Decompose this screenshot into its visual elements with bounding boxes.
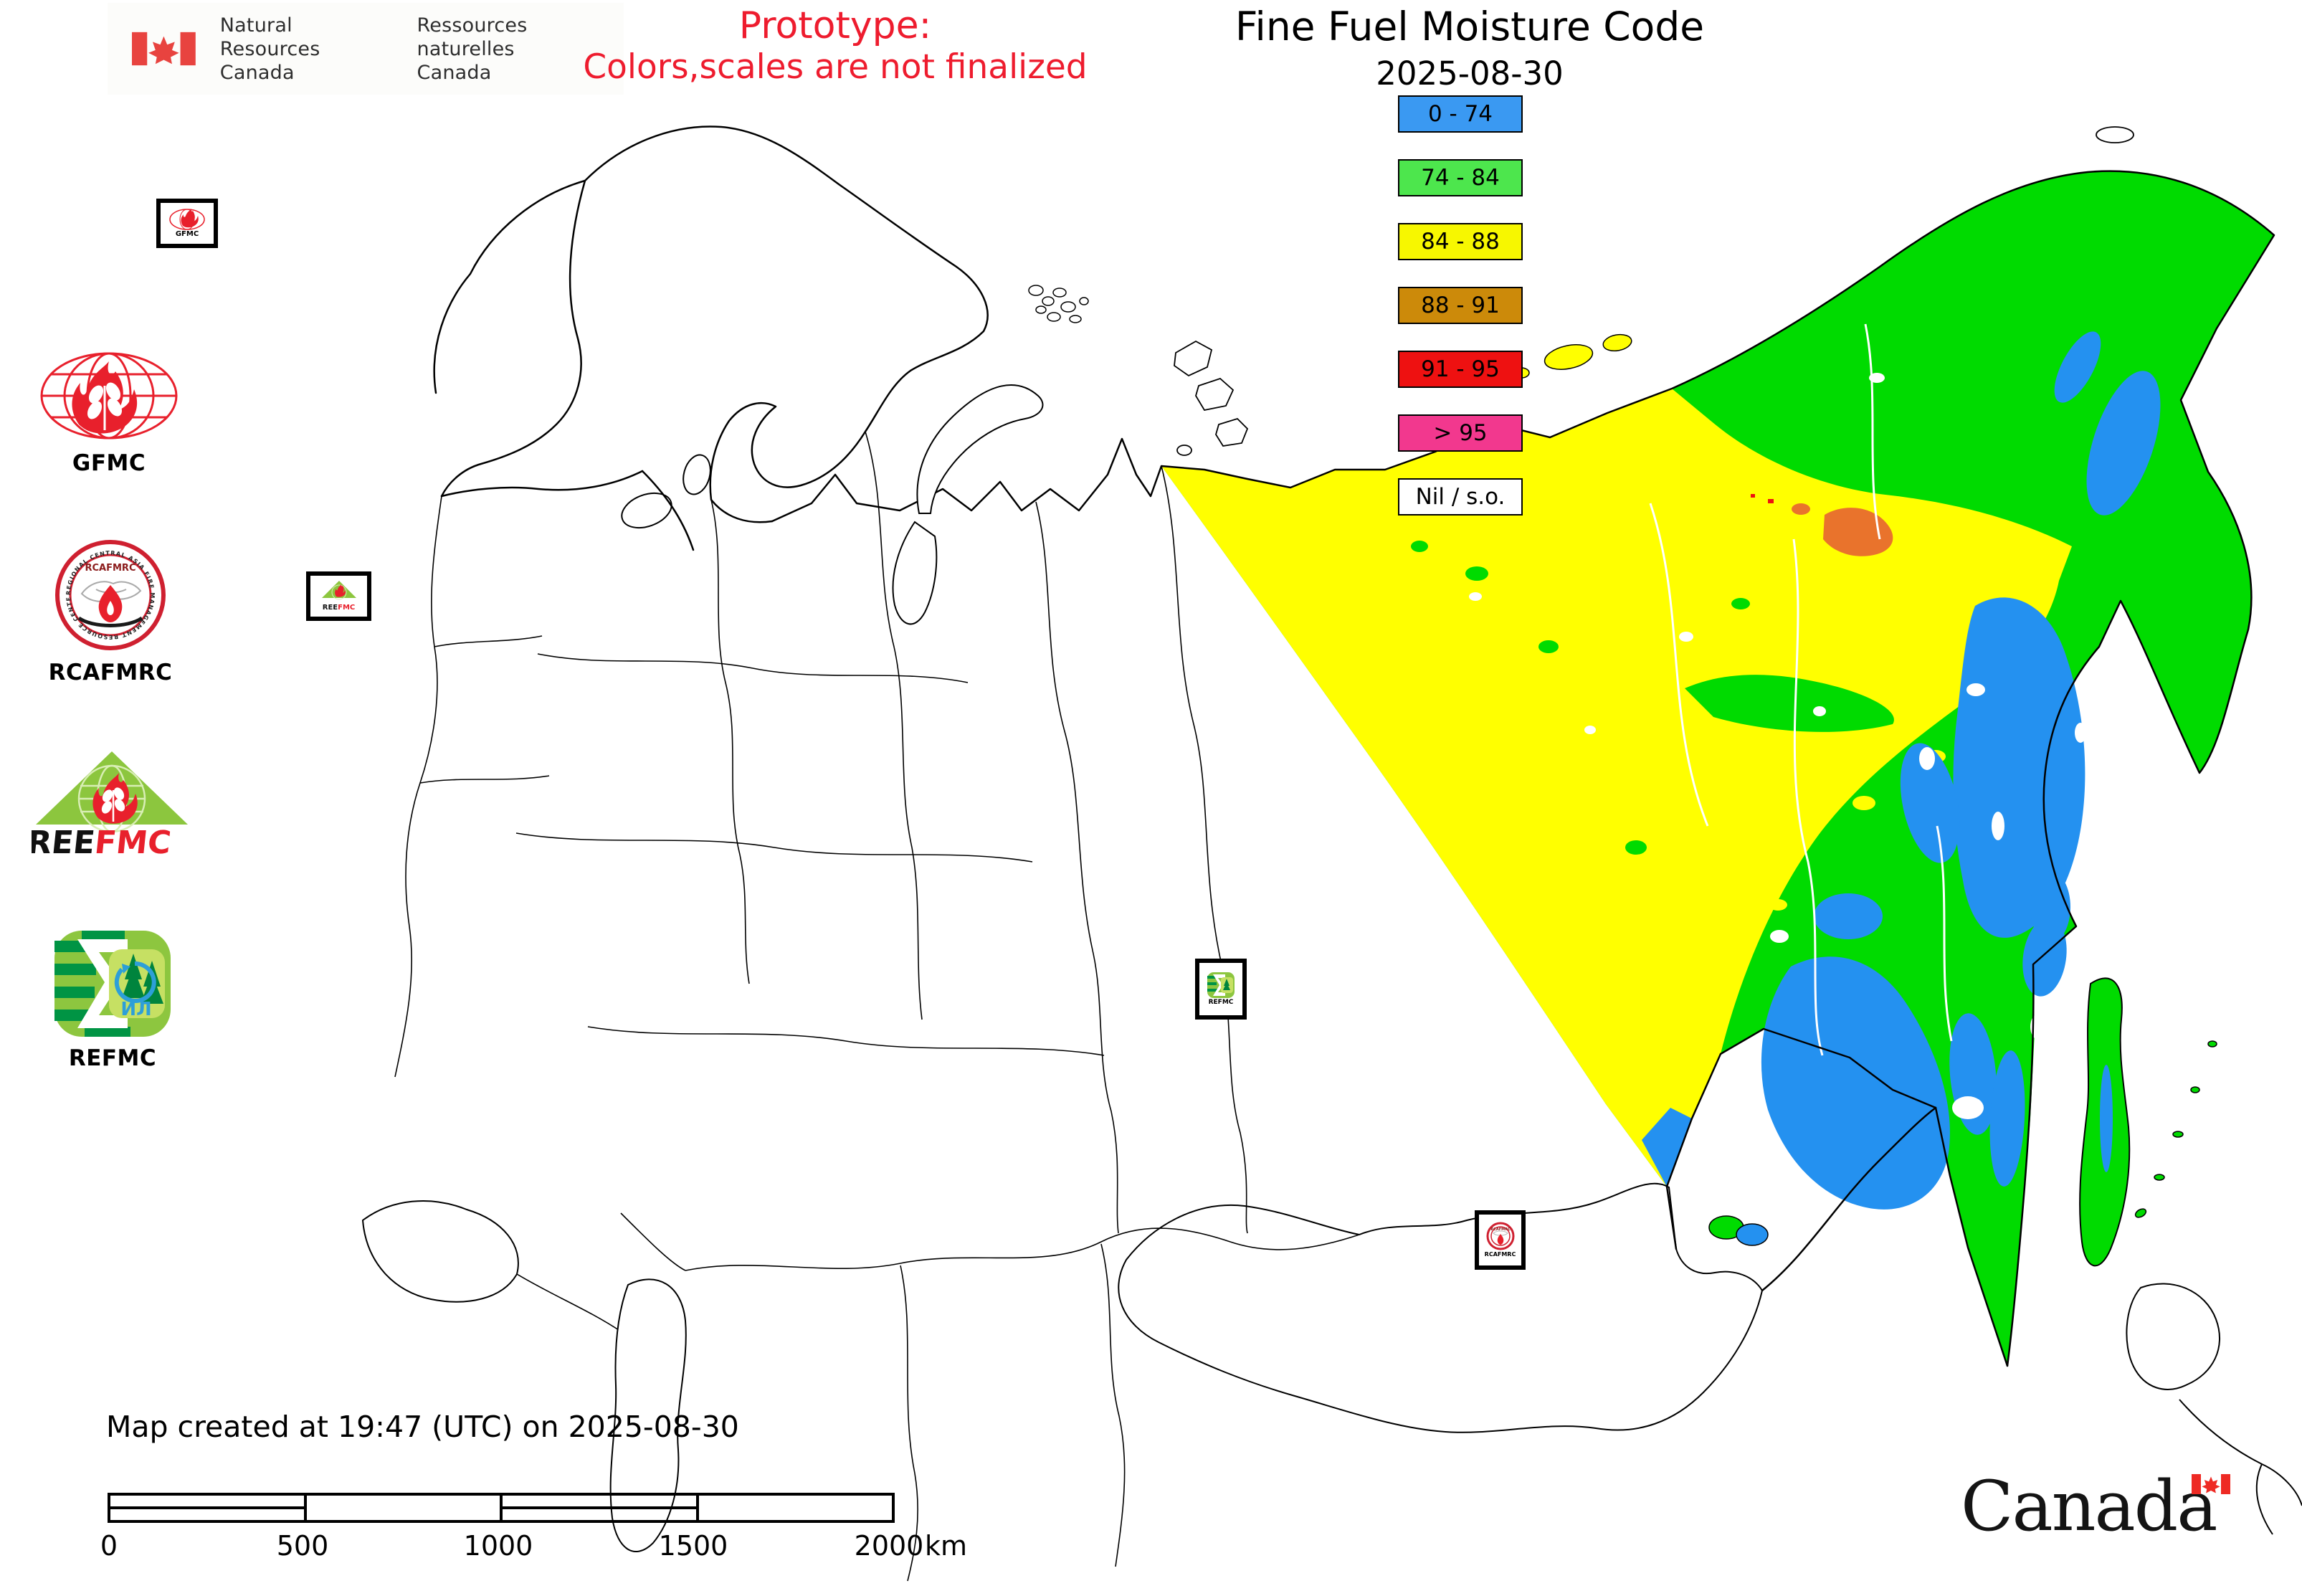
novaya-zemlya-south bbox=[892, 521, 938, 625]
legend-item-84-88: 84 - 88 bbox=[1398, 223, 1523, 260]
rcafmrc-logo: REGIONAL CENTRAL ASIA FIRE MANAGEMENT RE… bbox=[49, 538, 172, 685]
scale-bar bbox=[108, 1493, 895, 1523]
prototype-notice: Prototype: Colors,scales are not finaliz… bbox=[583, 4, 1088, 87]
green-speckles bbox=[1411, 541, 1894, 855]
franz-josef-land bbox=[1028, 285, 1089, 323]
svg-text:RCAFMRC: RCAFMRC bbox=[85, 563, 136, 574]
scale-tick-2000: 2000 bbox=[854, 1530, 924, 1562]
ffmc-blue-patches bbox=[1642, 331, 2161, 1210]
legend-item-gt-95: > 95 bbox=[1398, 414, 1523, 452]
legend-item-91-95: 91 - 95 bbox=[1398, 351, 1523, 388]
rcafmrc-seal-icon: REGIONAL CENTRAL ASIA FIRE MANAGEMENT RE… bbox=[53, 538, 166, 650]
scale-unit: km bbox=[925, 1530, 968, 1562]
gfmc-mini-icon bbox=[169, 209, 205, 230]
wrangel-island bbox=[2096, 126, 2134, 143]
reefmc-marker-label: REEFMC bbox=[322, 604, 356, 612]
legend-item-nil: Nil / s.o. bbox=[1398, 478, 1523, 516]
legend-item-0-74: 0 - 74 bbox=[1398, 95, 1523, 133]
nrcan-text-en: Natural Resources Canada bbox=[219, 14, 320, 84]
refmc-map-marker: REFMC bbox=[1195, 959, 1247, 1020]
scale-segment bbox=[699, 1496, 893, 1520]
title-block: Fine Fuel Moisture Code 2025-08-30 bbox=[1212, 3, 1728, 93]
novaya-zemlya-north bbox=[916, 384, 1044, 514]
rcafmrc-label: RCAFMRC bbox=[48, 660, 173, 685]
reefmc-mini-icon bbox=[321, 581, 356, 600]
svg-text:ИЛ: ИЛ bbox=[120, 999, 151, 1020]
legend-item-88-91: 88 - 91 bbox=[1398, 287, 1523, 324]
nrcan-text-fr: Ressources naturelles Canada bbox=[417, 14, 528, 84]
refmc-label: REFMC bbox=[68, 1045, 157, 1071]
scale-tick-500: 500 bbox=[276, 1530, 329, 1562]
rcafmrc-marker-label: RCAFMRC bbox=[1484, 1251, 1516, 1258]
gfmc-marker-label: GFMC bbox=[175, 230, 199, 238]
gfmc-label: GFMC bbox=[72, 450, 146, 476]
legend: 0 - 74 74 - 84 84 - 88 88 - 91 91 - 95 >… bbox=[1398, 95, 1524, 516]
refmc-marker-label: REFMC bbox=[1208, 999, 1234, 1006]
rcafmrc-mini-icon: RCAFMRC bbox=[1486, 1222, 1514, 1250]
admin-lines-in-data bbox=[1649, 323, 1953, 1056]
gfmc-globe-icon bbox=[40, 352, 178, 440]
gfmc-logo: GFMC bbox=[34, 350, 184, 476]
scale-tick-1500: 1500 bbox=[658, 1530, 728, 1562]
gfmc-map-marker: GFMC bbox=[156, 199, 218, 248]
canada-flag-icon bbox=[132, 32, 196, 66]
map-created-timestamp: Map created at 19:47 (UTC) on 2025-08-30 bbox=[106, 1410, 739, 1444]
honshu-partial bbox=[2179, 1399, 2302, 1506]
seas bbox=[361, 1200, 687, 1552]
scale-tick-0: 0 bbox=[100, 1530, 118, 1562]
map-date: 2025-08-30 bbox=[1376, 54, 1564, 92]
nodata-speckles bbox=[1469, 373, 2086, 1119]
scale-segment bbox=[307, 1496, 503, 1520]
wordmark-flag-icon bbox=[2192, 1474, 2230, 1494]
mongolia-outline bbox=[1118, 1182, 1764, 1433]
reefmc-logo: REEFMC bbox=[32, 749, 192, 858]
black-sea bbox=[361, 1200, 519, 1303]
nrcan-logo: Natural Resources Canada Ressources natur… bbox=[108, 3, 624, 95]
ffmc-gold-spots bbox=[1792, 503, 1893, 556]
hokkaido bbox=[2126, 1283, 2220, 1390]
scale-tick-1000: 1000 bbox=[463, 1530, 533, 1562]
refmc-sigma-icon: ИЛ bbox=[54, 931, 171, 1037]
canada-wordmark-text: Canada bbox=[1961, 1466, 2217, 1547]
scale-segment bbox=[110, 1496, 307, 1520]
admin-borders bbox=[394, 431, 1360, 1582]
page-title: Fine Fuel Moisture Code bbox=[1235, 4, 1705, 49]
severnaya-zemlya bbox=[1174, 340, 1249, 456]
sakhalin-island bbox=[2079, 977, 2131, 1267]
refmc-mini-icon bbox=[1207, 972, 1235, 998]
rcafmrc-map-marker: RCAFMRC RCAFMRC bbox=[1475, 1210, 1526, 1270]
svg-text:RCAFMRC: RCAFMRC bbox=[1490, 1227, 1511, 1232]
arctic-islands bbox=[892, 126, 2134, 625]
kuril-islands bbox=[2134, 1040, 2217, 1218]
ffmc-red-spots bbox=[1751, 494, 1774, 503]
scale-segment bbox=[503, 1496, 699, 1520]
japan-outlines bbox=[2126, 1283, 2302, 1535]
refmc-logo: ИЛ REFMC bbox=[52, 929, 173, 1071]
canada-wordmark: Canada bbox=[1961, 1467, 2262, 1560]
reefmc-map-marker: REEFMC bbox=[306, 571, 371, 621]
border-data-blob bbox=[1708, 1215, 1769, 1246]
legend-item-74-84: 74 - 84 bbox=[1398, 159, 1523, 196]
caspian-sea bbox=[609, 1278, 687, 1552]
reefmc-triangle-icon: REEFMC bbox=[32, 751, 188, 858]
svg-text:REEFMC: REEFMC bbox=[32, 825, 173, 858]
